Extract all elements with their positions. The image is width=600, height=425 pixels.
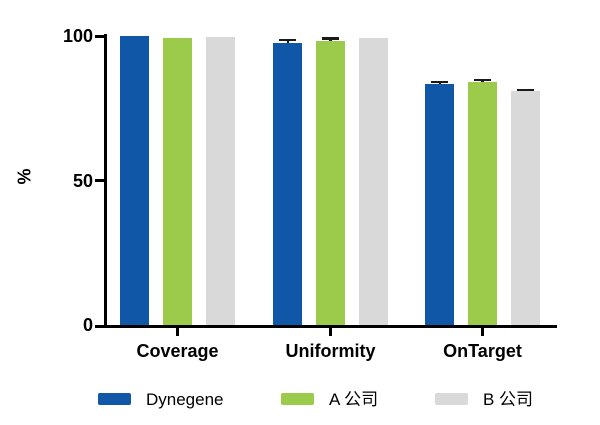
bar-coverage-series0: [120, 36, 150, 326]
legend-swatch-series1: [281, 393, 314, 405]
error-bar-cap: [474, 78, 491, 82]
legend-item-series0: Dynegene: [98, 389, 224, 409]
x-axis-tick: [481, 328, 484, 336]
error-bar-stem: [286, 40, 290, 43]
error-bar-cap: [279, 38, 297, 42]
category-label-coverage: Coverage: [136, 341, 219, 361]
legend-item-series1: A 公司: [281, 389, 379, 409]
y-axis-title: %: [14, 168, 35, 185]
category-label-ontarget: OnTarget: [443, 341, 522, 361]
legend-label-series2: B 公司: [483, 389, 534, 409]
y-tick-label: 100: [62, 26, 93, 46]
legend-swatch-series2: [435, 393, 468, 405]
legend-swatch-series0: [98, 393, 131, 405]
error-bar-cap: [431, 80, 449, 84]
bar-uniformity-series1: [316, 40, 345, 326]
y-tick-label: 50: [72, 170, 93, 191]
legend-item-series2: B 公司: [435, 389, 534, 409]
category-label-uniformity: Uniformity: [285, 341, 376, 361]
error-bar-cap: [516, 88, 534, 92]
bar-uniformity-series2: [358, 38, 388, 326]
bar-ontarget-series0: [425, 84, 455, 326]
legend-label-series0: Dynegene: [146, 389, 224, 409]
error-bar-cap: [322, 37, 339, 40]
y-axis-tick: [95, 34, 104, 38]
x-axis-line: [95, 325, 557, 328]
bar-ontarget-series2: [510, 91, 540, 326]
bar-coverage-series2: [205, 36, 235, 326]
bar-coverage-series1: [163, 38, 192, 326]
x-axis-tick: [176, 328, 179, 336]
legend-label-series1: A 公司: [329, 389, 379, 409]
y-tick-label: 0: [82, 315, 93, 335]
y-axis-line: [104, 34, 107, 328]
bar-ontarget-series1: [468, 82, 497, 326]
y-axis-tick: [95, 179, 104, 182]
x-axis-tick: [329, 328, 332, 336]
bar-uniformity-series0: [273, 42, 303, 326]
